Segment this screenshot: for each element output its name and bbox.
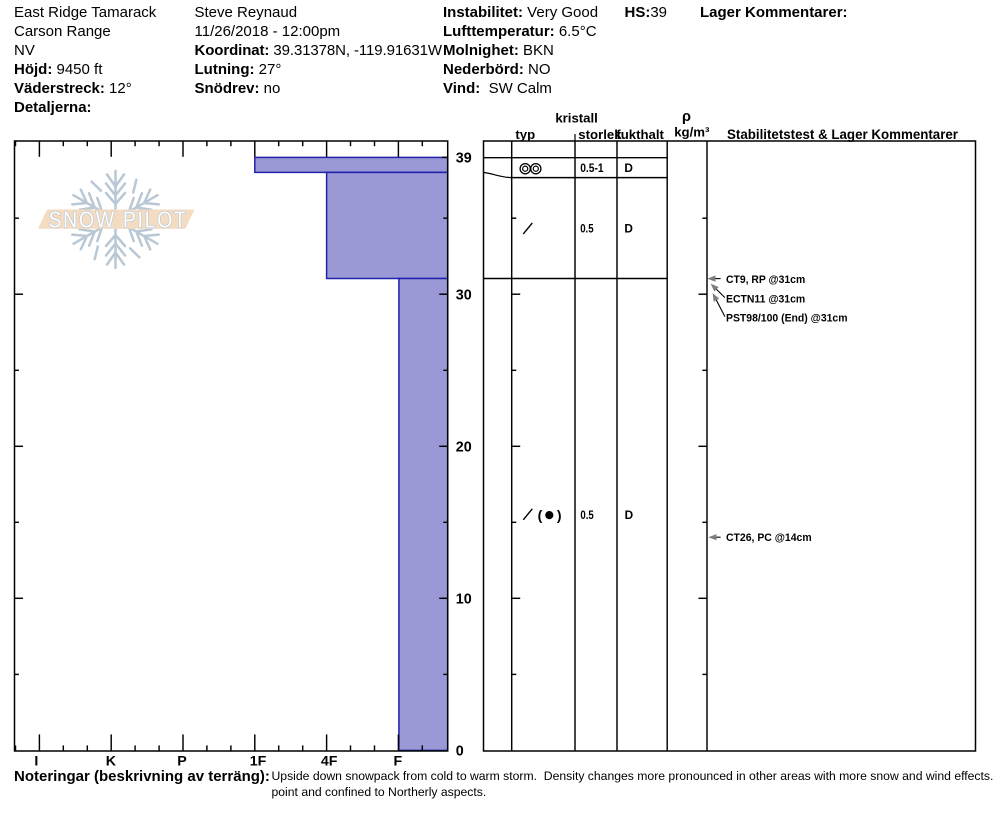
svg-text:(: ( — [538, 507, 543, 523]
svg-text:Stabilitetstest & Lager Kommen: Stabilitetstest & Lager Kommentarer — [727, 127, 959, 142]
svg-text:20: 20 — [456, 439, 472, 455]
svg-text:P: P — [177, 753, 186, 769]
svg-text:kg/m³: kg/m³ — [674, 124, 710, 139]
svg-text:I: I — [34, 753, 38, 769]
svg-text:typ: typ — [515, 127, 535, 142]
svg-text:kristall: kristall — [555, 110, 598, 125]
svg-text:0.5: 0.5 — [580, 224, 594, 236]
svg-text:D: D — [624, 222, 633, 236]
svg-text:39: 39 — [456, 151, 472, 167]
svg-text:K: K — [106, 753, 117, 769]
svg-text:CT26, PC @14cm: CT26, PC @14cm — [726, 532, 812, 544]
svg-text:0.5: 0.5 — [580, 510, 594, 522]
svg-text:CT9, RP @31cm: CT9, RP @31cm — [726, 274, 805, 286]
svg-text:ρ: ρ — [682, 109, 691, 125]
svg-text:ECTN11 @31cm: ECTN11 @31cm — [726, 293, 805, 305]
svg-text:F: F — [393, 753, 402, 769]
svg-text:D: D — [624, 161, 633, 175]
svg-text:30: 30 — [456, 287, 472, 303]
svg-text:D: D — [625, 508, 634, 522]
svg-text:4F: 4F — [321, 753, 338, 769]
svg-text:PST98/100 (End) @31cm: PST98/100 (End) @31cm — [726, 312, 848, 324]
svg-text:0: 0 — [456, 744, 464, 760]
svg-text:0.5-1: 0.5-1 — [580, 163, 604, 175]
svg-text:fukthalt: fukthalt — [616, 127, 664, 142]
svg-text:10: 10 — [456, 591, 472, 607]
svg-text:): ) — [557, 507, 562, 523]
svg-text:1F: 1F — [250, 753, 267, 769]
svg-text:SNOW PILOT: SNOW PILOT — [49, 206, 188, 232]
svg-text:storlek: storlek — [578, 127, 622, 142]
